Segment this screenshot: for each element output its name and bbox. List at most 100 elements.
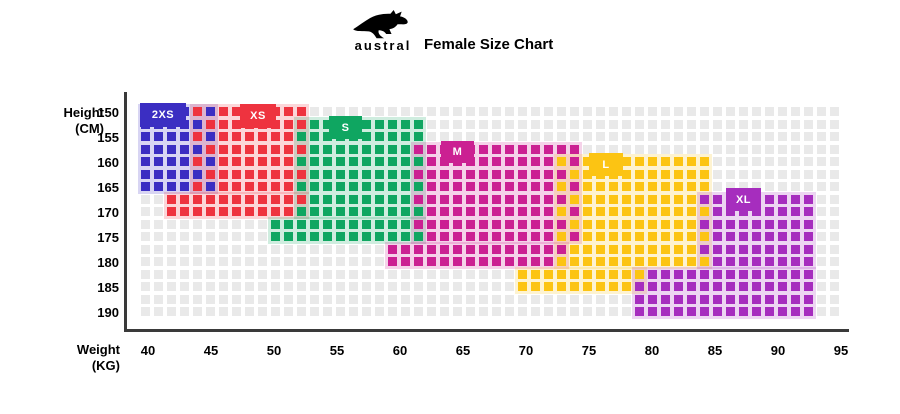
grid-square [791, 269, 800, 279]
grid-square [505, 244, 514, 254]
grid-square [284, 107, 293, 116]
grid-square [622, 169, 631, 179]
grid-square [583, 257, 592, 266]
grid-square [310, 144, 319, 154]
grid-square [687, 219, 696, 229]
grid-square [648, 207, 657, 216]
grid-square [518, 144, 527, 154]
grid-square [687, 232, 696, 241]
y-axis-caption-line2: (CM) [75, 121, 104, 136]
grid-square [817, 107, 826, 116]
grid-square [154, 307, 163, 316]
grid-square [739, 132, 748, 141]
grid-square [284, 144, 293, 154]
grid-square [531, 194, 540, 204]
grid-square [453, 282, 462, 291]
grid-square [765, 132, 774, 141]
grid-square [466, 169, 475, 179]
grid-square [518, 169, 527, 179]
grid-square [570, 157, 579, 166]
grid-square [453, 169, 462, 179]
grid-square [648, 232, 657, 241]
grid-square [648, 307, 657, 316]
grid-square [310, 132, 319, 141]
grid-square [388, 282, 397, 291]
grid-square [154, 182, 163, 191]
grid-square [323, 194, 332, 204]
grid-square [323, 144, 332, 154]
grid-square [557, 307, 566, 316]
grid-square [765, 207, 774, 216]
grid-square [440, 107, 449, 116]
grid-square [154, 282, 163, 291]
grid-square [492, 282, 501, 291]
grid-square [323, 182, 332, 191]
grid-square [219, 194, 228, 204]
grid-square [661, 294, 670, 304]
grid-square [349, 282, 358, 291]
y-tick-175: 175 [97, 230, 119, 245]
grid-square [518, 269, 527, 279]
grid-square [193, 207, 202, 216]
grid-square [700, 194, 709, 204]
grid-square [544, 294, 553, 304]
grid-square [544, 244, 553, 254]
grid-square [518, 307, 527, 316]
grid-square [206, 307, 215, 316]
grid-square [258, 219, 267, 229]
grid-square [817, 207, 826, 216]
grid-square [284, 194, 293, 204]
grid-square [531, 232, 540, 241]
grid-square [726, 169, 735, 179]
grid-square [349, 144, 358, 154]
grid-square [362, 232, 371, 241]
grid-square [687, 157, 696, 166]
grid-square [726, 157, 735, 166]
grid-square [401, 257, 410, 266]
grid-square [258, 232, 267, 241]
x-tick-60: 60 [392, 343, 408, 358]
grid-square [375, 182, 384, 191]
grid-square [752, 232, 761, 241]
grid-square [804, 182, 813, 191]
grid-square [648, 144, 657, 154]
grid-square [297, 219, 306, 229]
grid-square [804, 219, 813, 229]
grid-square [505, 182, 514, 191]
grid-square [336, 282, 345, 291]
grid-square [258, 169, 267, 179]
grid-square [661, 107, 670, 116]
grid-square [271, 219, 280, 229]
grid-square [804, 232, 813, 241]
grid-square [310, 107, 319, 116]
grid-square [479, 182, 488, 191]
grid-square [505, 157, 514, 166]
grid-square [674, 294, 683, 304]
grid-square [336, 207, 345, 216]
grid-square [206, 144, 215, 154]
grid-square [674, 194, 683, 204]
grid-square [700, 307, 709, 316]
grid-square [687, 144, 696, 154]
grid-square [752, 307, 761, 316]
grid-square [245, 182, 254, 191]
grid-square [713, 157, 722, 166]
grid-square [830, 144, 839, 154]
grid-square [531, 244, 540, 254]
grid-square [700, 132, 709, 141]
grid-square [414, 294, 423, 304]
grid-square [154, 207, 163, 216]
grid-square [245, 144, 254, 154]
grid-square [713, 269, 722, 279]
grid-square [635, 194, 644, 204]
grid-square [154, 219, 163, 229]
grid-square [362, 169, 371, 179]
grid-square [752, 219, 761, 229]
grid-square [232, 257, 241, 266]
grid-square [193, 282, 202, 291]
grid-square [323, 132, 332, 141]
grid-square [219, 207, 228, 216]
grid-square [505, 257, 514, 266]
grid-square [700, 257, 709, 266]
grid-square [817, 144, 826, 154]
